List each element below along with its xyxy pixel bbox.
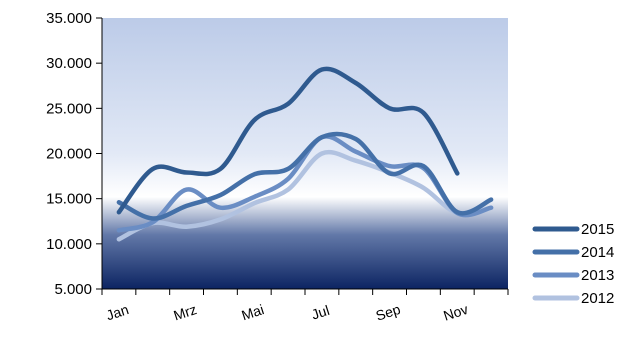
- legend-label-2015: 2015: [581, 221, 614, 238]
- series-line-2012: [116, 149, 494, 242]
- x-tick-label: Sep: [374, 301, 403, 324]
- y-tick-label: 25.000: [46, 100, 92, 117]
- y-tick-label: 5.000: [54, 281, 92, 298]
- y-tick-label: 30.000: [46, 55, 92, 72]
- series-line-2014: [116, 131, 494, 221]
- series-line-2015: [116, 66, 460, 215]
- y-tick-label: 35.000: [46, 10, 92, 27]
- x-tick-label: Jan: [104, 301, 130, 323]
- y-tick-label: 15.000: [46, 191, 92, 208]
- x-tick-label: Jul: [309, 302, 331, 323]
- x-tick-label: Mrz: [171, 301, 198, 323]
- y-tick-label: 20.000: [46, 146, 92, 163]
- legend-label-2014: 2014: [581, 244, 614, 261]
- y-tick-label: 10.000: [46, 236, 92, 253]
- legend-label-2012: 2012: [581, 290, 614, 307]
- x-tick-label: Mai: [240, 301, 266, 323]
- legend-label-2013: 2013: [581, 267, 614, 284]
- x-tick-label: Nov: [441, 301, 470, 324]
